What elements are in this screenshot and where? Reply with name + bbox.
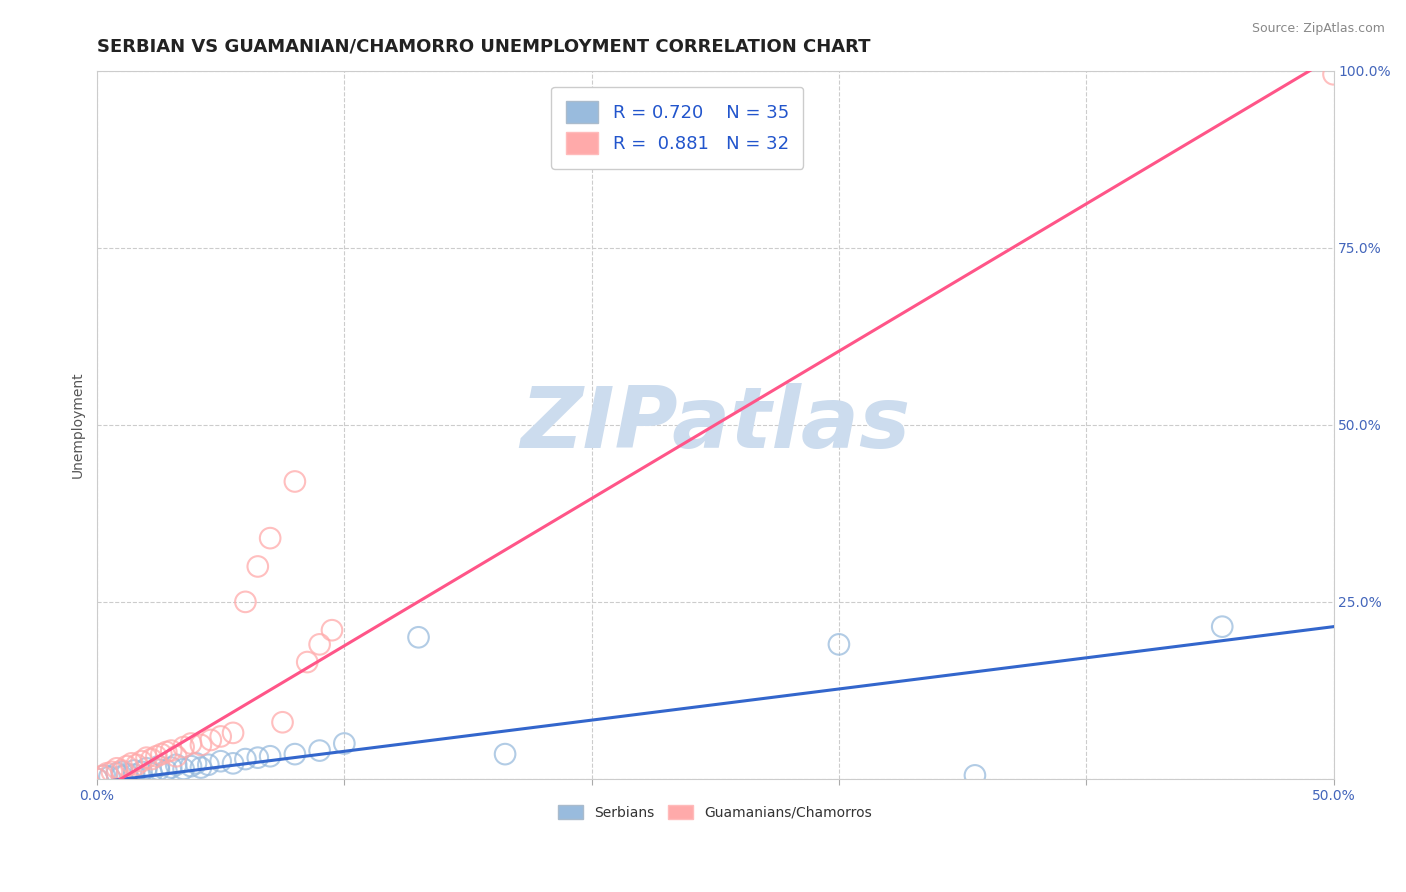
Point — [111, 764, 134, 778]
Point — [494, 747, 516, 761]
Point — [86, 772, 108, 786]
Point — [297, 655, 319, 669]
Point — [125, 757, 148, 772]
Point — [160, 743, 183, 757]
Point — [828, 637, 851, 651]
Point — [209, 754, 232, 768]
Point — [284, 475, 307, 489]
Point — [308, 637, 330, 651]
Point — [96, 766, 118, 780]
Point — [259, 749, 281, 764]
Point — [141, 752, 163, 766]
Point — [222, 756, 245, 771]
Point — [408, 630, 430, 644]
Point — [111, 769, 134, 783]
Point — [246, 559, 269, 574]
Point — [155, 764, 177, 778]
Point — [91, 769, 114, 783]
Point — [115, 767, 138, 781]
Point — [259, 531, 281, 545]
Point — [165, 757, 187, 772]
Point — [101, 764, 124, 779]
Point — [1211, 620, 1233, 634]
Point — [197, 757, 219, 772]
Point — [93, 768, 115, 782]
Text: SERBIAN VS GUAMANIAN/CHAMORRO UNEMPLOYMENT CORRELATION CHART: SERBIAN VS GUAMANIAN/CHAMORRO UNEMPLOYME… — [97, 37, 870, 55]
Point — [131, 754, 153, 768]
Point — [190, 761, 212, 775]
Point — [173, 762, 195, 776]
Point — [105, 766, 128, 780]
Point — [148, 763, 170, 777]
Point — [184, 756, 207, 771]
Point — [1322, 67, 1344, 81]
Point — [86, 772, 108, 786]
Point — [321, 623, 343, 637]
Point — [190, 738, 212, 752]
Point — [148, 759, 170, 773]
Point — [271, 715, 294, 730]
Y-axis label: Unemployment: Unemployment — [72, 371, 86, 478]
Point — [122, 764, 145, 778]
Point — [180, 737, 202, 751]
Point — [284, 747, 307, 761]
Text: ZIPatlas: ZIPatlas — [520, 384, 911, 467]
Point — [145, 749, 167, 764]
Point — [235, 752, 257, 766]
Legend: Serbians, Guamanians/Chamorros: Serbians, Guamanians/Chamorros — [553, 799, 877, 825]
Point — [122, 767, 145, 781]
Point — [165, 749, 187, 764]
Point — [222, 726, 245, 740]
Point — [121, 756, 143, 771]
Point — [180, 759, 202, 773]
Point — [155, 745, 177, 759]
Point — [150, 747, 173, 761]
Point — [111, 764, 134, 779]
Point — [246, 750, 269, 764]
Point — [235, 595, 257, 609]
Point — [173, 739, 195, 754]
Point — [98, 770, 121, 784]
Point — [135, 761, 157, 775]
Point — [135, 750, 157, 764]
Point — [105, 761, 128, 775]
Point — [308, 743, 330, 757]
Point — [963, 768, 986, 782]
Text: Source: ZipAtlas.com: Source: ZipAtlas.com — [1251, 22, 1385, 36]
Point — [131, 764, 153, 779]
Point — [115, 759, 138, 773]
Point — [209, 730, 232, 744]
Point — [333, 737, 356, 751]
Point — [141, 766, 163, 780]
Point — [200, 733, 222, 747]
Point — [160, 761, 183, 775]
